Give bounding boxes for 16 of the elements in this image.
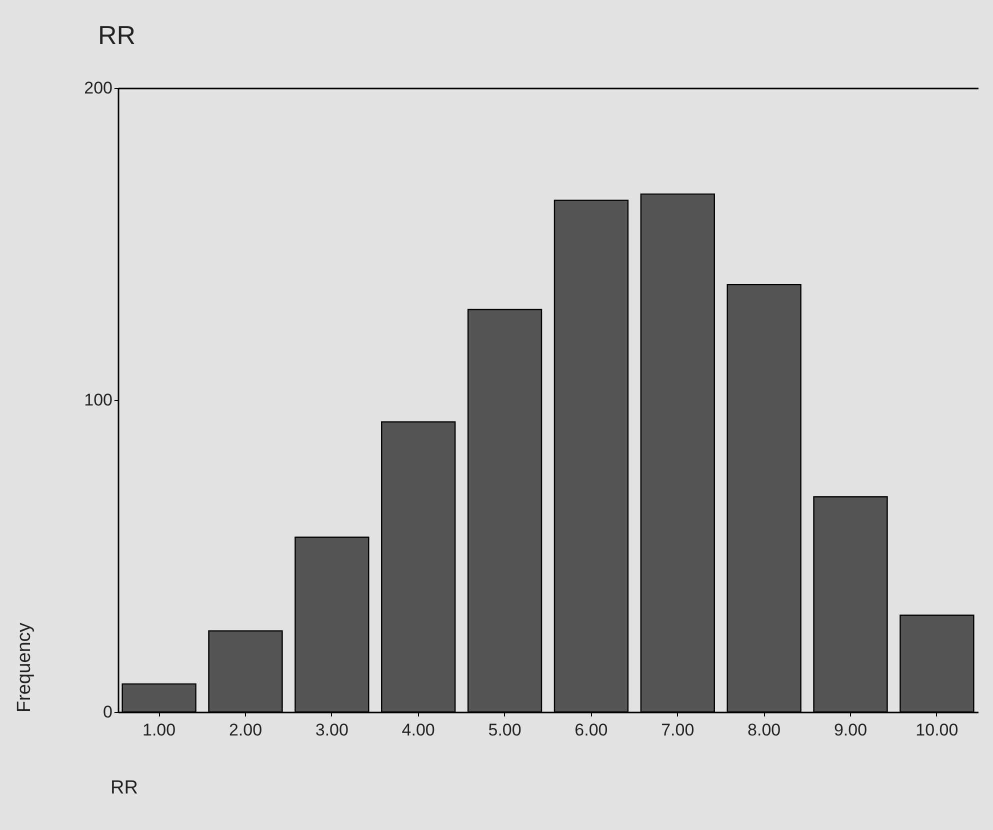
x-tick-label: 1.00 [142, 720, 176, 740]
x-tick-label: 10.00 [916, 720, 958, 740]
x-tick-label: 5.00 [488, 720, 522, 740]
x-tick-label: 4.00 [402, 720, 435, 740]
y-tick-label: 100 [84, 390, 112, 410]
chart-title: RR [98, 20, 136, 50]
y-tick-label: 200 [84, 78, 112, 98]
x-axis-title: RR [110, 778, 138, 798]
x-tick-label: 6.00 [574, 720, 608, 740]
x-tick-label: 9.00 [834, 720, 868, 740]
y-axis-title: Frequency [14, 622, 36, 712]
x-tick-label: 7.00 [661, 720, 694, 740]
x-tick-label: 2.00 [228, 720, 262, 740]
x-tick-label: 3.00 [315, 720, 348, 740]
y-tick-label: 0 [103, 702, 112, 722]
x-tick-label: 8.00 [748, 720, 781, 740]
